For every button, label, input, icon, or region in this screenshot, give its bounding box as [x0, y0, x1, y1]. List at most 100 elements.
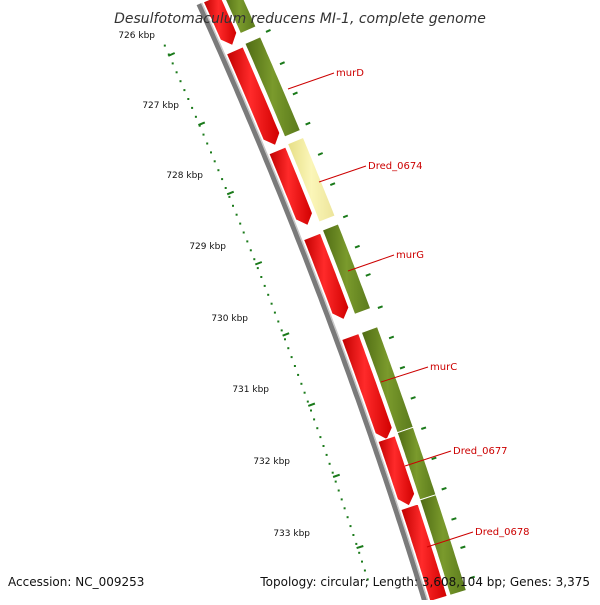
ruler-dot — [290, 356, 293, 359]
ruler-label-728: 728 kbp — [166, 171, 203, 181]
red-feature — [341, 332, 393, 441]
ruler-tick — [254, 261, 263, 266]
gc-tick — [410, 396, 416, 400]
ruler-dot — [179, 80, 182, 83]
gc-tick — [399, 365, 406, 370]
gene-label-murC[interactable]: murC — [430, 362, 457, 373]
ruler-dot — [340, 498, 343, 501]
ruler-dot — [280, 329, 283, 332]
ruler-dot — [206, 142, 209, 145]
red-feature — [302, 232, 350, 321]
ruler-dot — [256, 267, 259, 270]
gc-tick — [431, 456, 437, 461]
ruler-tick-marks — [167, 52, 364, 550]
ruler-dot — [325, 453, 328, 456]
ruler-label-726: 726 kbp — [118, 31, 155, 41]
green-feature — [224, 0, 257, 35]
ruler-dot — [352, 534, 355, 536]
ruler-dot — [366, 578, 369, 581]
ruler-dot — [293, 365, 296, 367]
ruler-dot — [187, 98, 190, 100]
gc-tick — [329, 182, 336, 187]
ruler-label-732: 732 kbp — [253, 457, 290, 467]
ruler-dot — [358, 551, 361, 554]
gc-tick — [354, 244, 360, 249]
ruler-dot — [228, 195, 231, 198]
ruler-tick — [282, 332, 290, 337]
gene-line-murD — [287, 72, 335, 90]
ruler-dot — [331, 471, 334, 474]
ruler-dot — [246, 240, 249, 243]
ruler-dot — [260, 276, 263, 278]
ruler-dot — [322, 445, 325, 447]
red-feature — [225, 46, 281, 147]
ruler-dot — [235, 213, 238, 216]
ruler-dot — [355, 542, 358, 545]
gc-tick — [451, 517, 457, 521]
ruler-dot — [221, 178, 224, 181]
ruler-dot — [224, 187, 227, 189]
ruler-label-729: 729 kbp — [189, 242, 226, 252]
ruler-dot — [277, 320, 280, 323]
red-feature — [202, 0, 238, 47]
accession-text: Accession: NC_009253 — [8, 575, 144, 589]
ruler-dot — [310, 409, 312, 412]
ruler-dot — [183, 89, 186, 92]
ruler-dot — [253, 258, 256, 261]
ruler-tick — [307, 402, 316, 407]
gene-label-murG[interactable]: murG — [396, 250, 424, 261]
ruler-dot — [363, 569, 366, 572]
ruler-dot — [249, 249, 252, 252]
gene-line-murC — [380, 366, 429, 383]
ruler-dot — [273, 311, 276, 314]
ruler-dot — [267, 293, 270, 296]
gc-tick — [377, 305, 383, 309]
backbone-highlight — [200, 2, 429, 603]
green-feature — [244, 36, 302, 138]
gc-tick — [460, 545, 466, 549]
gene-labels: murD Dred_0674 murG murC Dred_0677 Dred_… — [336, 68, 530, 538]
ruler-dot — [313, 418, 316, 421]
red-feature — [400, 503, 448, 603]
ruler-dot — [300, 382, 303, 385]
ruler-dot — [202, 133, 205, 136]
map-title: Desulfotomaculum reducens MI-1, complete… — [114, 11, 486, 27]
gc-tick — [279, 61, 285, 66]
genome-backbone — [196, 2, 429, 604]
ruler-dot — [334, 480, 337, 483]
ruler-dot — [239, 222, 242, 225]
gc-tick — [305, 121, 311, 126]
ruler-dot — [316, 427, 319, 430]
ruler-labels: 726 kbp 727 kbp 728 kbp 729 kbp 730 kbp … — [118, 31, 310, 539]
ruler-dot — [349, 525, 352, 528]
ruler-label-730: 730 kbp — [211, 314, 248, 324]
gene-line-Dred_0678 — [426, 531, 474, 548]
green-feature — [419, 494, 468, 596]
gc-tick — [469, 575, 476, 580]
red-feature — [268, 146, 314, 227]
gc-tick — [420, 426, 427, 430]
ruler-dot — [194, 115, 197, 118]
gene-label-Dred_0674[interactable]: Dred_0674 — [368, 161, 423, 172]
ruler-dot — [191, 106, 194, 109]
gene-label-Dred_0677[interactable]: Dred_0677 — [453, 446, 508, 457]
ruler-tick — [356, 545, 364, 550]
ruler-dot — [287, 347, 290, 350]
gene-label-murD[interactable]: murD — [336, 68, 364, 79]
ruler-dot — [198, 124, 201, 127]
ruler-dot — [343, 507, 346, 510]
ruler-dot — [284, 338, 286, 341]
gene-label-Dred_0678[interactable]: Dred_0678 — [475, 527, 530, 538]
ruler-dot — [167, 53, 170, 56]
ruler-tick — [332, 473, 341, 478]
ruler-label-727: 727 kbp — [142, 101, 179, 111]
gene-label-lines — [287, 72, 474, 548]
ruler-dot — [306, 400, 309, 403]
gc-tick — [365, 273, 371, 277]
gc-tick — [317, 152, 324, 156]
gc-tick — [342, 214, 349, 219]
red-feature — [377, 435, 416, 507]
ruler-dot — [328, 462, 331, 465]
